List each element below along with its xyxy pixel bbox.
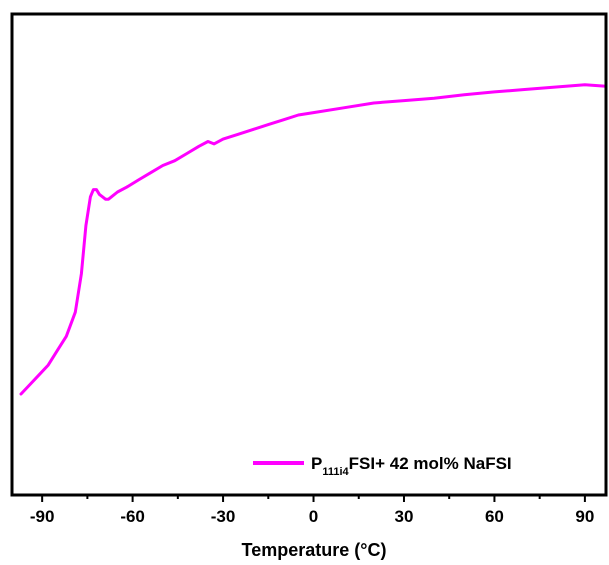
x-tick-label: 60 (485, 507, 504, 526)
x-tick-label: 0 (309, 507, 318, 526)
plot-area (19, 83, 608, 396)
legend-label: P111i4FSI+ 42 mol% NaFSI (311, 454, 512, 478)
x-tick-label: -90 (30, 507, 55, 526)
x-tick-label: 90 (575, 507, 594, 526)
x-axis: -90 -60 -30 0 30 60 90 (30, 495, 594, 526)
series-line (19, 83, 608, 396)
plot-frame (10, 12, 608, 497)
legend-label-main: P (311, 454, 322, 473)
x-tick-label: -60 (120, 507, 145, 526)
legend: P111i4FSI+ 42 mol% NaFSI (253, 454, 512, 478)
x-axis-title: Temperature (°C) (242, 540, 387, 560)
x-tick-label: 30 (395, 507, 414, 526)
x-tick-label: -30 (211, 507, 236, 526)
legend-label-subscript: 111i4 (322, 466, 349, 478)
legend-label-rest: FSI+ 42 mol% NaFSI (349, 454, 512, 473)
